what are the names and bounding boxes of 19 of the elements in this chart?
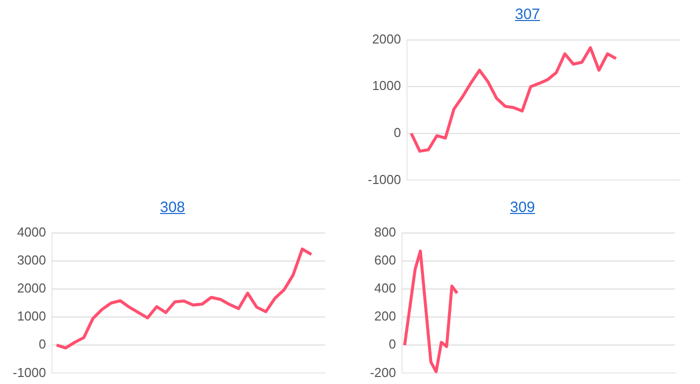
chart-title: 308 [160,199,186,216]
chart-title: 307 [514,6,540,23]
y-tick-label: 1000 [17,308,46,324]
y-tick-label: 400 [374,280,396,296]
y-tick-label: 1000 [372,78,401,94]
y-tick-label: 0 [38,336,46,352]
y-tick-label: 3000 [17,252,46,268]
y-tick-label: 600 [374,252,396,268]
y-tick-label: 0 [388,336,396,352]
chart-title: 309 [510,199,536,216]
y-tick-label: -1000 [368,172,401,187]
y-tick-label: -200 [370,364,396,380]
y-tick-label: 4000 [17,224,46,240]
y-tick-label: 0 [394,124,401,140]
y-tick-label: 2000 [17,280,46,296]
y-tick-label: -1000 [12,364,46,380]
y-tick-label: 800 [374,224,396,240]
y-tick-label: 2000 [372,31,401,46]
y-tick-label: 200 [374,308,396,324]
